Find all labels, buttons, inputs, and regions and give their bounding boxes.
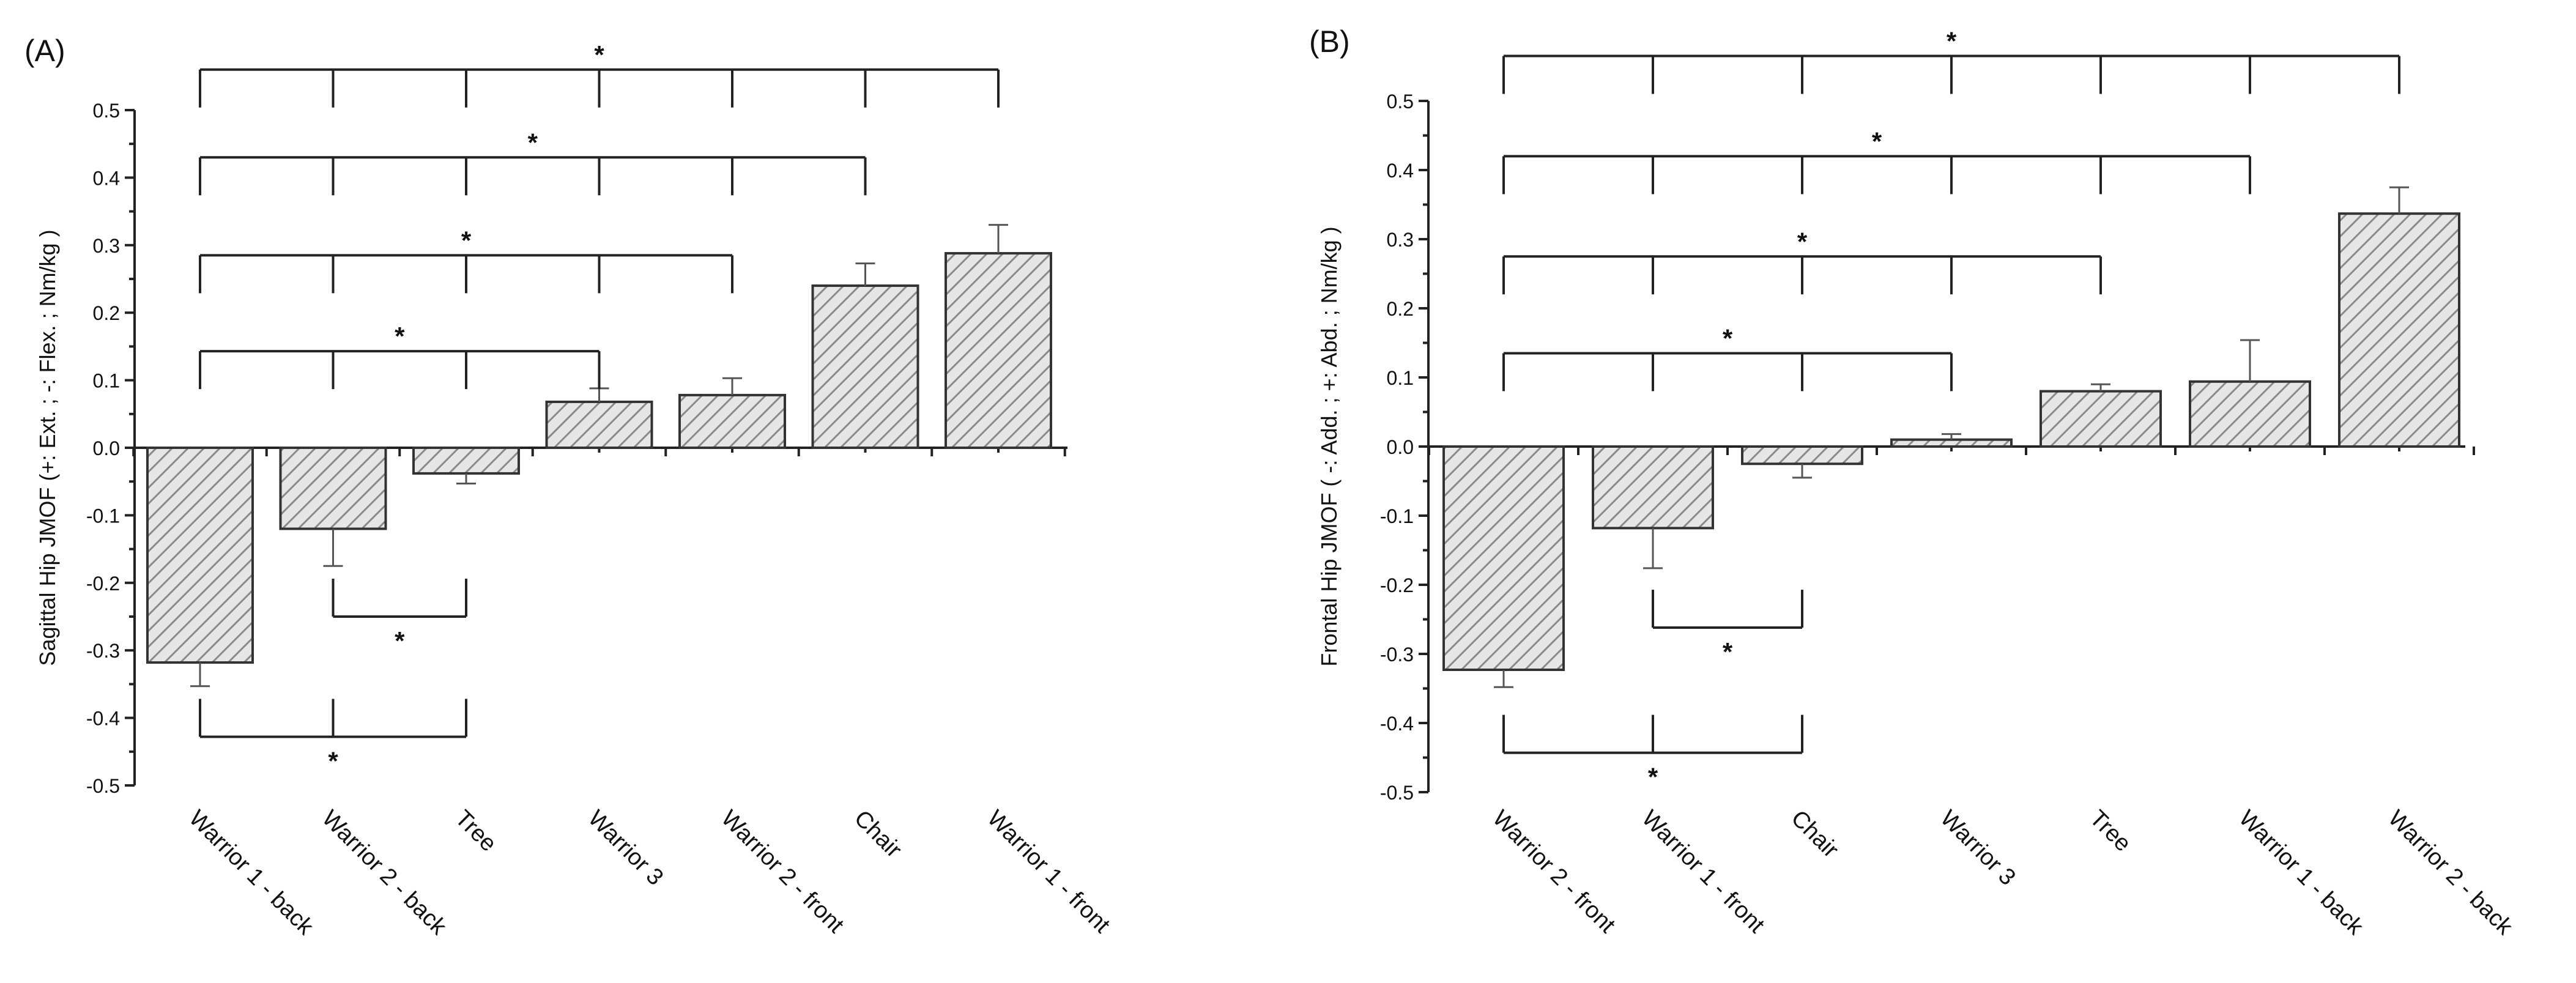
panel-a-label: (A) <box>24 34 65 68</box>
panel-a-y-tick-label: -0.5 <box>86 775 120 797</box>
panel-b-y-tick-label: -0.1 <box>1380 505 1414 527</box>
panel-b-bar <box>1890 438 2013 448</box>
panel-b-y-tick-label: -0.5 <box>1380 782 1414 804</box>
panel-b-y-tick-label: 0.4 <box>1387 160 1414 182</box>
panel-a-y-tick-label: 0.0 <box>93 437 120 459</box>
panel-a-y-tick-label: 0.4 <box>93 167 120 189</box>
panel-b-y-tick-label: 0.5 <box>1387 91 1414 113</box>
panel-a-y-tick-label: -0.1 <box>86 505 120 527</box>
panel-b-chart: (B) Frontal Hip JMOF ( -: Add. ; +: Abd.… <box>1309 24 2518 940</box>
panel-a-bar <box>545 400 653 449</box>
panel-a-y-tick-label: 0.2 <box>93 302 120 324</box>
panel-b-significance-star: * <box>1723 637 1733 666</box>
panel-b-bar <box>1442 445 1565 671</box>
panel-b-significance-star: * <box>1648 763 1658 792</box>
panel-a-category-label: Warrior 3 <box>583 806 668 891</box>
panel-a-significance-star: * <box>594 40 604 69</box>
panel-a-bar <box>279 447 387 530</box>
panel-a-significance-star: * <box>395 322 405 351</box>
panel-b-bar <box>1592 445 1714 530</box>
panel-a-significance-star: * <box>395 626 405 655</box>
panel-b-y-tick-label: -0.3 <box>1380 644 1414 666</box>
panel-b-category-label: Chair <box>1786 806 1844 863</box>
panel-b-y-tick-label: -0.2 <box>1380 574 1414 596</box>
panel-b-bar <box>2189 380 2311 448</box>
panel-a-bar <box>945 252 1052 449</box>
panel-b-category-label: Warrior 3 <box>1936 806 2021 891</box>
panel-b-bar <box>2040 390 2162 448</box>
panel-a-y-tick-label: 0.1 <box>93 370 120 392</box>
panel-a-bar <box>678 393 786 449</box>
panel-a-y-tick-label: -0.2 <box>86 573 120 595</box>
panel-a-significance-star: * <box>328 747 338 776</box>
panel-b-significance-star: * <box>1797 227 1808 256</box>
panel-b-category-label: Warrior 2 - back <box>2383 806 2518 941</box>
panel-b-y-tick-label: 0.1 <box>1387 367 1414 389</box>
panel-a-bar <box>412 447 520 475</box>
panel-b-label: (B) <box>1309 24 1350 59</box>
panel-b-category-label: Warrior 2 - front <box>1488 806 1620 938</box>
panel-b-significance-star: * <box>1947 27 1957 56</box>
panel-b-category-label: Warrior 1 - front <box>1637 806 1770 938</box>
panel-b-category-label: Warrior 1 - back <box>2234 806 2369 941</box>
panel-a-category-label: Tree <box>450 806 502 857</box>
panel-a-y-tick-label: -0.4 <box>86 708 120 730</box>
panel-b-bar <box>2338 212 2460 448</box>
panel-a-y-tick-label: 0.5 <box>93 100 120 122</box>
panel-a-category-label: Warrior 1 - front <box>982 806 1115 938</box>
panel-a-significance-star: * <box>461 226 472 254</box>
panel-b-significance-star: * <box>1872 127 1882 155</box>
panel-a-y-tick-label: -0.3 <box>86 640 120 662</box>
panel-b-bar <box>1741 445 1863 466</box>
panel-a-bar <box>811 284 919 449</box>
panel-a-significance-star: * <box>528 128 538 157</box>
panel-a-y-axis-label: Sagittal Hip JMOF (+: Ext. ; -: Flex. ; … <box>35 229 60 666</box>
panel-b-y-tick-label: 0.3 <box>1387 229 1414 251</box>
panel-b-y-tick-label: -0.4 <box>1380 713 1414 735</box>
panel-a-bar <box>146 447 254 664</box>
panel-a-category-label: Chair <box>849 806 907 863</box>
panel-b-significance-star: * <box>1723 324 1733 352</box>
panel-a-chart: (A) Sagittal Hip JMOF (+: Ext. ; -: Flex… <box>24 34 1115 940</box>
panel-b-y-axis-label: Frontal Hip JMOF ( -: Add. ; +: Abd. ; N… <box>1316 226 1342 666</box>
panel-a-y-tick-label: 0.3 <box>93 235 120 257</box>
panel-b-y-tick-label: 0.2 <box>1387 298 1414 320</box>
panel-b-y-tick-label: 0.0 <box>1387 436 1414 458</box>
panel-a-category-label: Warrior 2 - front <box>716 806 849 938</box>
panel-a-category-label: Warrior 2 - back <box>317 806 452 941</box>
panel-a-category-label: Warrior 1 - back <box>184 806 319 941</box>
panel-b-category-label: Tree <box>2085 806 2136 857</box>
